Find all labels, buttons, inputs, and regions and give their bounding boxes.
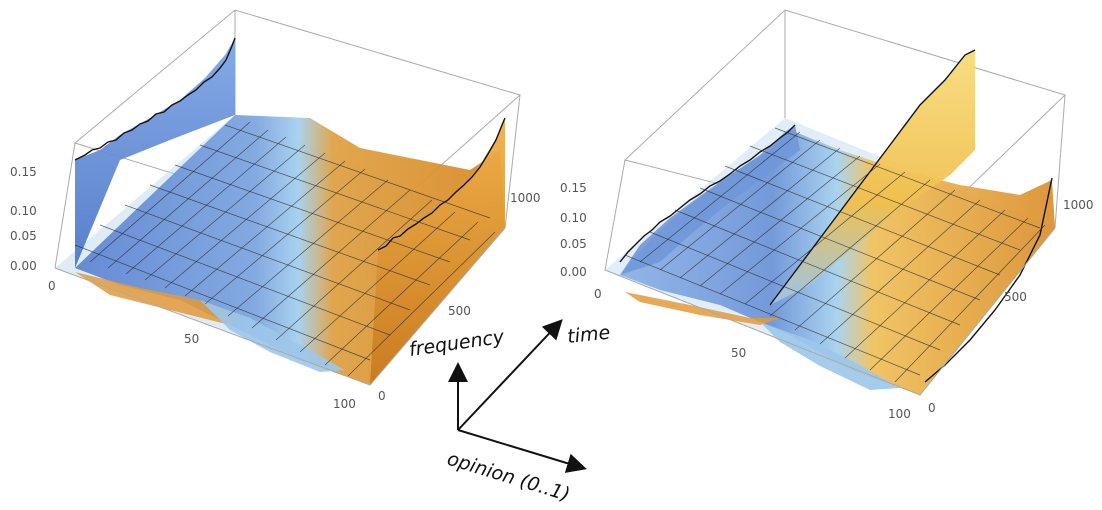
opinion-tick-0: 0 [48, 279, 56, 293]
opinion-axis-label: opinion (0..1) [445, 448, 573, 506]
plot-left-box-left-vertical [55, 143, 75, 268]
freq-tick-0.10: 0.10 [10, 204, 37, 218]
freq-tick-0.00: 0.00 [560, 265, 587, 279]
time-tick-1000: 1000 [1063, 198, 1094, 212]
freq-tick-0.05: 0.05 [10, 229, 37, 243]
freq-tick-0.15: 0.15 [560, 181, 587, 195]
axes-legend: frequency time opinion (0..1) [408, 322, 612, 506]
freq-tick-0.05: 0.05 [560, 237, 587, 251]
frequency-axis-label: frequency [408, 326, 507, 361]
time-tick-0: 0 [928, 401, 936, 415]
opinion-tick-100: 100 [888, 407, 911, 421]
plot-right-box-left-vertical [605, 160, 625, 270]
freq-tick-0.15: 0.15 [10, 165, 37, 179]
freq-tick-0.00: 0.00 [10, 259, 37, 273]
plot-left-box-right-vertical [505, 95, 520, 228]
opinion-tick-50: 50 [731, 346, 746, 360]
freq-tick-0.10: 0.10 [560, 211, 587, 225]
plot-left-frequency-ticks: 0.15 0.10 0.05 0.00 [10, 165, 37, 273]
opinion-tick-50: 50 [184, 332, 199, 346]
opinion-tick-100: 100 [333, 397, 356, 411]
time-tick-0: 0 [378, 389, 386, 403]
time-tick-500: 500 [448, 304, 471, 318]
time-tick-1000: 1000 [510, 191, 541, 205]
opinion-tick-0: 0 [594, 287, 602, 301]
time-axis-label: time [566, 322, 611, 348]
plot-right-frequency-ticks: 0.15 0.10 0.05 0.00 [560, 181, 587, 279]
surface-plot-right: 0.15 0.10 0.05 0.00 0 50 100 0 500 1000 [560, 10, 1094, 421]
time-tick-500: 500 [1004, 290, 1027, 304]
